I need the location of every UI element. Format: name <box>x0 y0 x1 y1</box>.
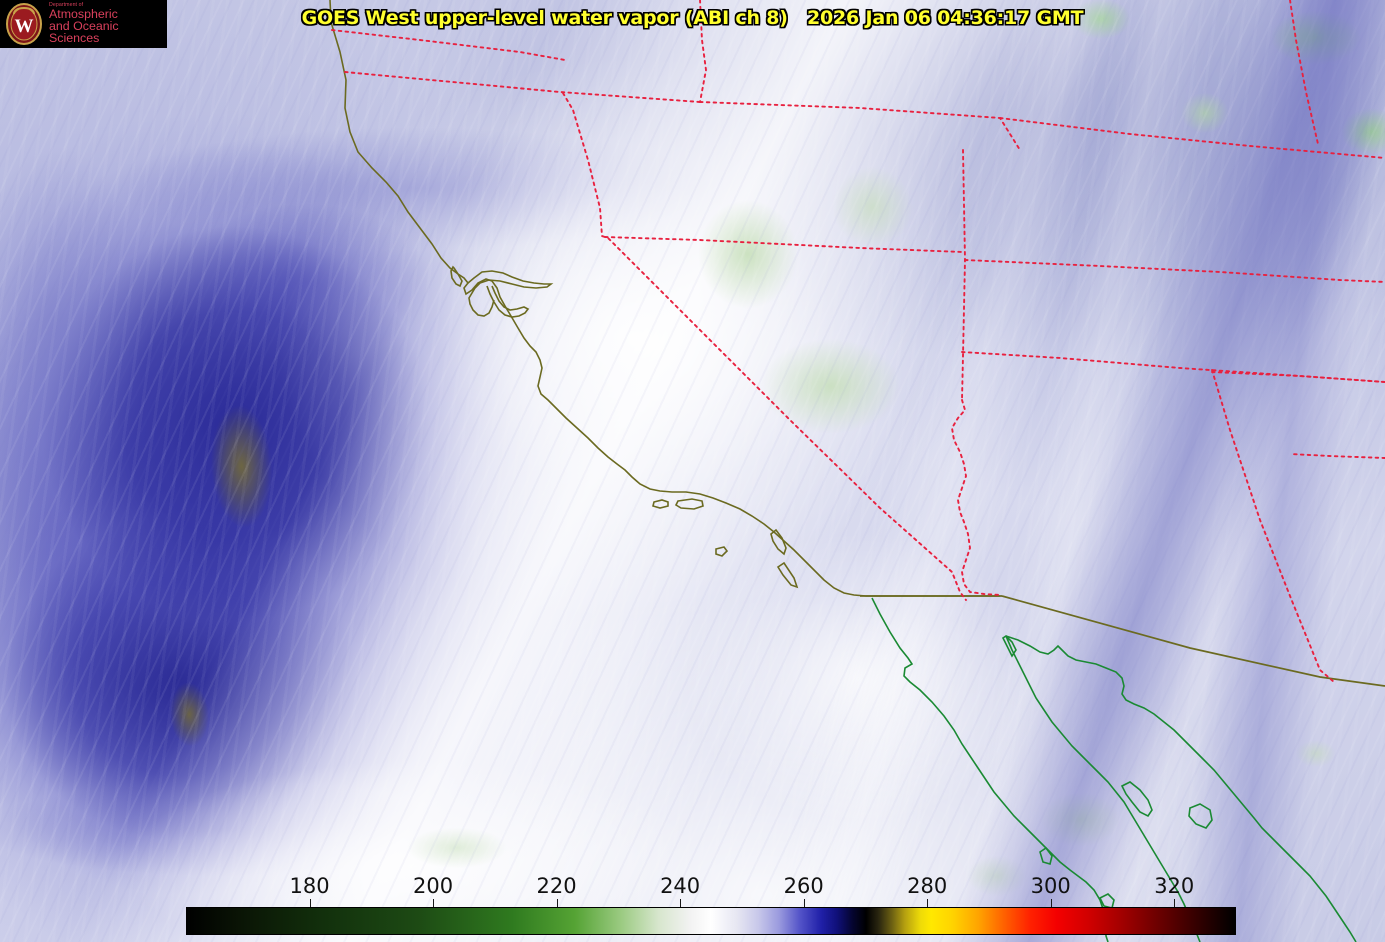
island-santa-rosa <box>674 498 704 510</box>
coastline-baja-west <box>871 597 1109 942</box>
uw-crest-icon: W <box>4 2 44 46</box>
border-wyoming-colorado <box>964 259 1385 283</box>
border-washington-oregon <box>331 29 566 61</box>
coastline-sonora <box>1005 635 1357 942</box>
island-tiburon <box>1120 781 1153 818</box>
island-san-clemente <box>776 561 799 589</box>
border-idaho-montana <box>999 117 1385 159</box>
island-small-gulf <box>1039 846 1053 865</box>
border-oregon-california <box>344 71 701 103</box>
coastline-us-west <box>329 0 1000 597</box>
coastline-sf-bay-south <box>486 285 530 318</box>
coastline-gulf-of-california-west <box>1005 635 1201 942</box>
border-nevada-idaho <box>699 101 1021 151</box>
uw-aos-logo: W Department of Atmospheric and Oceanic … <box>0 0 167 48</box>
border-new-mexico-north <box>1211 371 1385 383</box>
logo-line-atmospheric: Atmospheric <box>49 7 118 22</box>
island-santa-barbara <box>715 546 729 557</box>
logo-line-oceanic: and Oceanic Sciences <box>49 18 119 46</box>
island-san-miguel <box>652 499 669 509</box>
border-colorado-newmexico <box>1289 453 1385 459</box>
logo-text-block: Department of Atmospheric and Oceanic Sc… <box>49 1 167 46</box>
svg-text:W: W <box>15 16 34 37</box>
coastline-sf-bay <box>467 270 554 317</box>
border-california-nevada <box>562 92 967 601</box>
border-wyoming-west <box>1289 0 1319 145</box>
border-us-mexico-east <box>1001 595 1385 687</box>
coastline-point-reyes <box>450 265 463 288</box>
border-arizona-new-mexico <box>1211 369 1335 683</box>
border-utah-colorado <box>961 149 966 401</box>
border-oregon-idaho <box>699 0 707 103</box>
island-santa-catalina <box>770 528 787 556</box>
island-angel-de-la-guarda <box>1188 803 1213 829</box>
border-arizona-california <box>951 399 1001 596</box>
coastline-baja-tip <box>1098 893 1115 909</box>
border-nevada-utah <box>604 236 963 253</box>
logo-department-line: Department of <box>49 1 84 8</box>
